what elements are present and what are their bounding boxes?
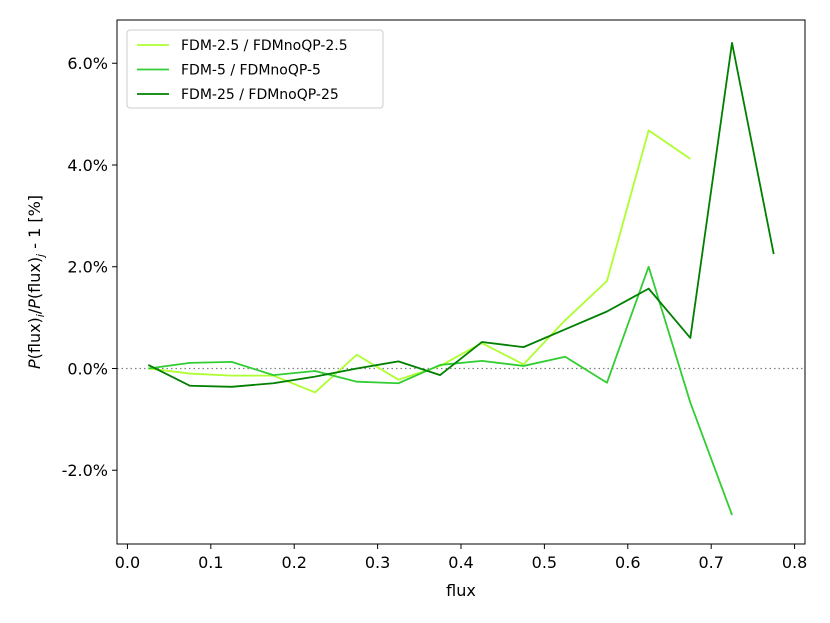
x-tick-label: 0.7 bbox=[698, 553, 723, 572]
series-line-3 bbox=[147, 41, 775, 388]
legend: FDM-2.5 / FDMnoQP-2.5 FDM-5 / FDMnoQP-5 FD… bbox=[126, 29, 384, 109]
y-axis: -2.0% 0.0% 2.0% 4.0% 6.0% bbox=[62, 54, 117, 480]
x-tick-label: 0.1 bbox=[198, 553, 223, 572]
series-layer bbox=[147, 41, 775, 516]
x-tick-label: 0.4 bbox=[448, 553, 473, 572]
legend-label-2: FDM-5 / FDMnoQP-5 bbox=[181, 63, 321, 79]
y-tick-label: 4.0% bbox=[67, 156, 108, 175]
legend-box bbox=[126, 29, 384, 109]
series-line-2 bbox=[148, 265, 733, 516]
x-tick-label: 0.8 bbox=[782, 553, 807, 572]
y-tick-label: 6.0% bbox=[67, 54, 108, 73]
x-axis: 0.0 0.1 0.2 0.3 0.4 0.5 0.6 0.7 0.8 bbox=[115, 544, 807, 572]
x-tick-label: 0.5 bbox=[532, 553, 557, 572]
x-tick-label: 0.2 bbox=[281, 553, 306, 572]
legend-label-1: FDM-2.5 / FDMnoQP-2.5 bbox=[181, 38, 348, 54]
y-tick-label: 0.0% bbox=[67, 359, 108, 378]
x-tick-label: 0.3 bbox=[365, 553, 390, 572]
x-axis-label: flux bbox=[446, 581, 476, 600]
series-line-1 bbox=[148, 129, 691, 394]
x-tick-label: 0.0 bbox=[115, 553, 140, 572]
legend-label-3: FDM-25 / FDMnoQP-25 bbox=[181, 87, 339, 103]
y-tick-label: 2.0% bbox=[67, 258, 108, 277]
x-tick-label: 0.6 bbox=[615, 553, 640, 572]
y-tick-label: -2.0% bbox=[62, 461, 108, 480]
y-axis-label: P(flux)i/P(flux)j - 1 [%] bbox=[25, 195, 47, 369]
